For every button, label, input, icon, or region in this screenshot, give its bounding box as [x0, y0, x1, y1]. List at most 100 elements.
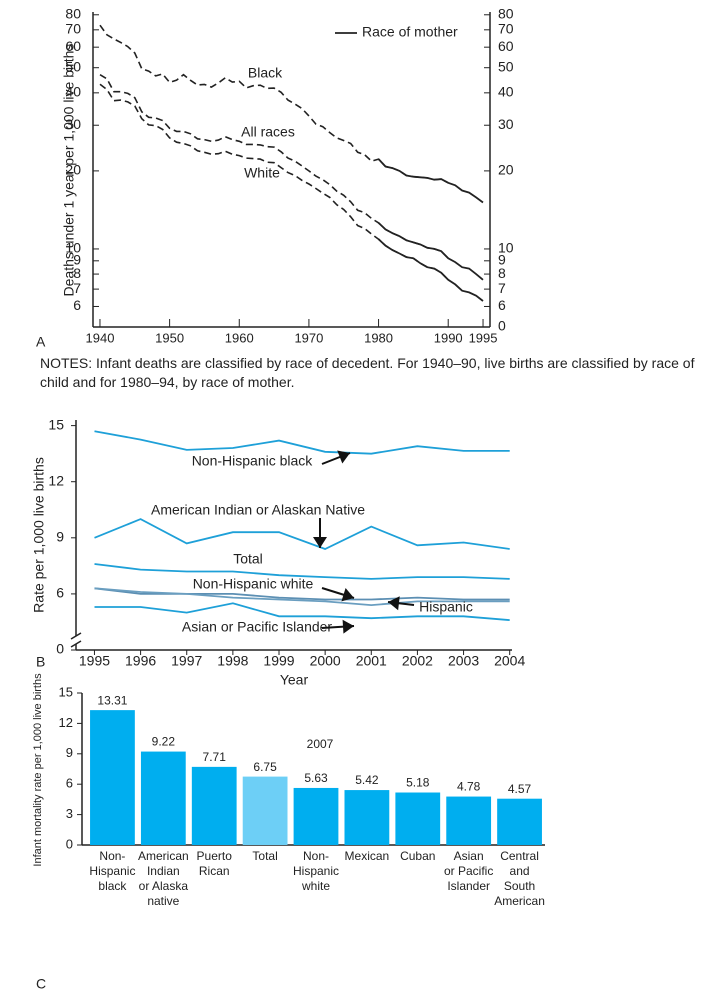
y2-tick-label: 8 [498, 265, 506, 281]
y-tick-label: 3 [66, 806, 73, 821]
x-tick-label: Non- [99, 849, 125, 863]
x-tick-label: Islander [447, 879, 490, 893]
x-tick-label: 1970 [294, 330, 323, 345]
x-tick-label: Puerto [197, 849, 233, 863]
y-tick-label: 7 [73, 280, 81, 296]
panel-label: C [36, 976, 46, 992]
x-tick-label: 2001 [356, 653, 387, 669]
series-line [94, 587, 510, 601]
y-axis-label: Deaths under 1 year per 1,000 live birth… [61, 44, 77, 297]
y-axis-label: Infant mortality rate per 1,000 live bir… [32, 673, 44, 867]
y-tick-label: 0 [56, 641, 64, 657]
x-tick-label: 2004 [494, 653, 525, 669]
value-label: 7.71 [203, 750, 227, 764]
x-tick-label: 2003 [448, 653, 479, 669]
x-tick-label: Rican [199, 864, 230, 878]
y2-tick-label: 70 [498, 21, 514, 37]
series-line [377, 238, 484, 302]
y-tick-label: 9 [56, 529, 64, 545]
x-tick-label: Cuban [400, 849, 435, 863]
axis-break-mark [70, 632, 82, 640]
x-tick-label: 1980 [364, 330, 393, 345]
axis-break-mark [70, 640, 82, 648]
series-annotation: Non-Hispanic black [192, 453, 314, 469]
value-label: 6.75 [253, 760, 277, 774]
series-annotation: Non-Hispanic white [193, 576, 314, 592]
bar [191, 766, 237, 845]
y2-tick-label: 20 [498, 162, 514, 178]
bar [242, 776, 288, 845]
panel-label: A [36, 334, 46, 350]
x-tick-label: and [510, 864, 530, 878]
y-tick-label: 9 [66, 745, 73, 760]
x-tick-label: 1999 [263, 653, 294, 669]
x-tick-label: 1940 [86, 330, 115, 345]
x-tick-label: Central [500, 849, 539, 863]
x-tick-label: Non- [303, 849, 329, 863]
y-tick-label: 9 [73, 252, 81, 268]
y-tick-label: 70 [65, 21, 81, 37]
x-tick-label: Asian [454, 849, 484, 863]
series-line [377, 222, 484, 281]
series-annotation: All races [241, 124, 295, 140]
arrow-head [337, 450, 350, 464]
series-line [99, 83, 449, 281]
x-tick-label: or Pacific [444, 864, 493, 878]
x-tick-label: 1950 [155, 330, 184, 345]
x-tick-label: Indian [147, 864, 180, 878]
y-tick-label: 15 [59, 684, 73, 699]
x-tick-label: 1997 [171, 653, 202, 669]
arrow-head [313, 537, 327, 548]
x-tick-label: 1995 [469, 330, 498, 345]
legend-label: Race of mother [362, 24, 458, 40]
x-tick-label: 1995 [79, 653, 110, 669]
series-line [377, 158, 484, 204]
x-tick-label: or Alaska [139, 879, 189, 893]
x-tick-label: 1960 [225, 330, 254, 345]
bar [344, 790, 390, 845]
y2-tick-label: 9 [498, 252, 506, 268]
series-line [94, 430, 510, 455]
y2-tick-label: 50 [498, 58, 514, 74]
value-label: 4.57 [508, 782, 532, 796]
y2-tick-label: 60 [498, 38, 514, 54]
x-tick-label: 1998 [217, 653, 248, 669]
value-label: 5.42 [355, 773, 379, 787]
series-annotation: Black [248, 65, 283, 81]
notes: NOTES: Infant deaths are classified by r… [40, 355, 695, 390]
x-tick-label: 1990 [434, 330, 463, 345]
y2-tick-label: 0 [498, 318, 506, 334]
y-tick-label: 50 [65, 58, 81, 74]
y-tick-label: 40 [65, 84, 81, 100]
value-label: 4.78 [457, 780, 481, 794]
y-tick-label: 6 [56, 585, 64, 601]
y2-tick-label: 10 [498, 240, 514, 256]
x-tick-label: Mexican [345, 849, 390, 863]
series-annotation: Asian or Pacific Islander [182, 619, 333, 635]
series-line [94, 587, 510, 607]
series-line [99, 24, 449, 184]
x-tick-label: South [504, 879, 535, 893]
y2-tick-label: 7 [498, 280, 506, 296]
y-axis-label: Rate per 1,000 live births [31, 457, 47, 613]
bar [293, 787, 339, 845]
x-tick-label: American [494, 894, 545, 908]
annotation: 2007 [307, 737, 334, 751]
panel-label: B [36, 654, 45, 670]
x-tick-label: Hispanic [293, 864, 339, 878]
series-annotation: White [244, 165, 280, 181]
x-tick-label: Total [252, 849, 277, 863]
x-tick-label: black [98, 879, 127, 893]
bar [497, 798, 542, 845]
bar [395, 792, 441, 845]
y-tick-label: 12 [48, 472, 64, 488]
y-tick-label: 60 [65, 38, 81, 54]
series-line [94, 518, 510, 550]
x-tick-label: American [138, 849, 189, 863]
value-label: 9.22 [152, 735, 176, 749]
y-tick-label: 6 [73, 297, 81, 313]
arrow-head [341, 588, 354, 602]
x-tick-label: 1996 [125, 653, 156, 669]
